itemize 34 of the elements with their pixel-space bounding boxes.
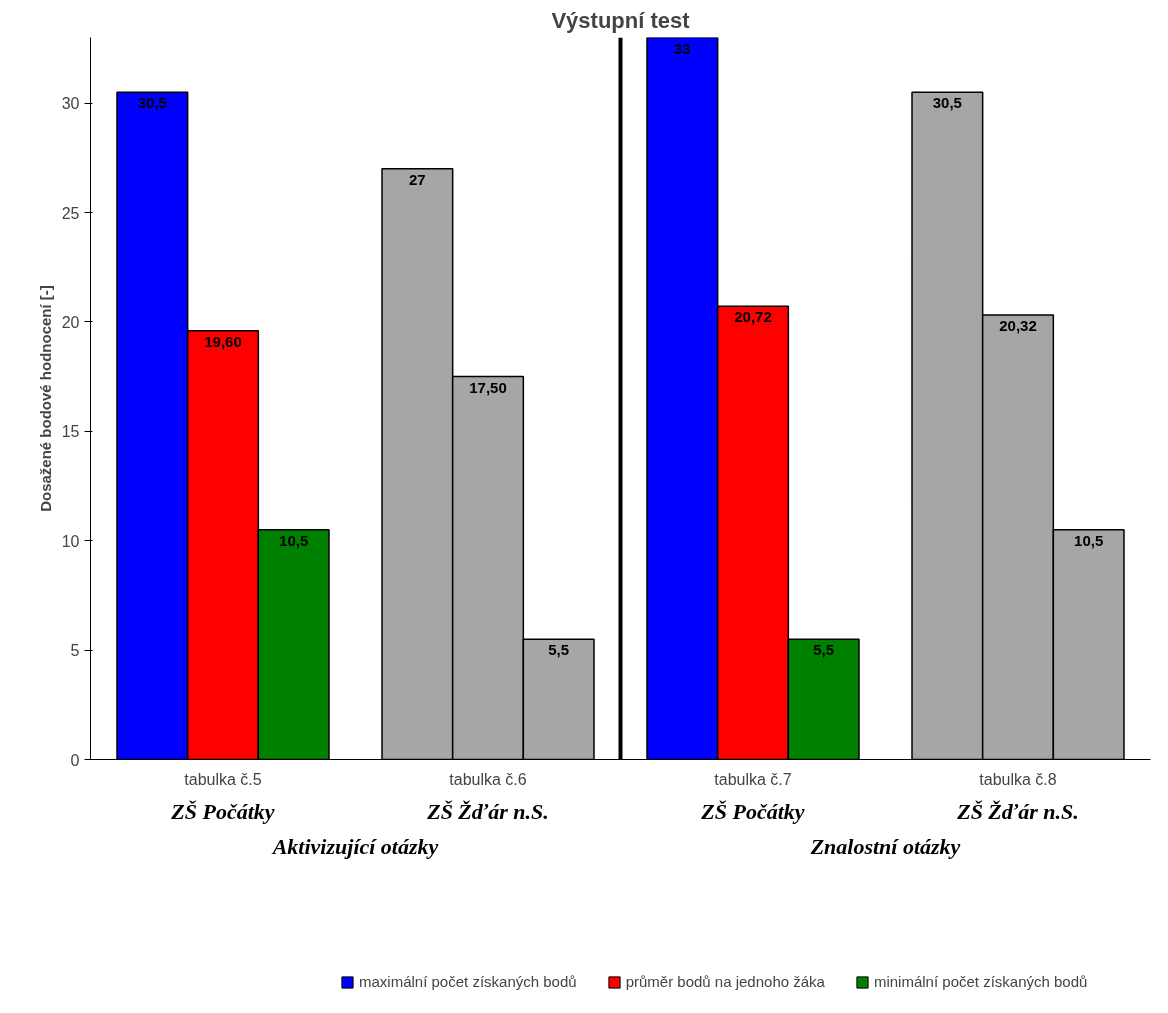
data-label: 20,32	[999, 316, 1037, 334]
data-label: 27	[408, 170, 426, 188]
data-label: 33	[673, 39, 691, 57]
legend-label: průměr bodů na jednoho žáka	[625, 973, 825, 990]
x-tick-label: tabulka č.7	[714, 770, 792, 788]
data-label: 5,5	[813, 641, 835, 659]
text: ZŠ Žďár n.S.	[426, 799, 549, 824]
text: ZŠ Žďár n.S.	[956, 799, 1079, 824]
x-tick-label: tabulka č.8	[979, 770, 1057, 788]
data-label: 17,50	[469, 378, 507, 396]
chart-title: Výstupní test	[551, 7, 691, 33]
data-label: 20,72	[734, 308, 772, 326]
x-tick-label: tabulka č.6	[449, 770, 527, 788]
data-label: 10,5	[1074, 531, 1104, 549]
text: ZŠ Počátky	[170, 799, 275, 824]
data-label: 10,5	[279, 531, 309, 549]
data-label: 19,60	[204, 332, 242, 350]
data-label: 30,5	[932, 94, 962, 112]
y-tick-label: 30	[61, 95, 80, 113]
y-tick-label: 25	[61, 204, 80, 222]
text: ZŠ Počátky	[700, 799, 805, 824]
y-tick-label: 15	[61, 423, 80, 441]
data-label: 5,5	[548, 641, 570, 659]
text: Znalostní otázky	[809, 834, 961, 859]
data-label: 30,5	[137, 94, 167, 112]
y-tick-label: 5	[70, 642, 80, 660]
legend-label: maximální počet získaných bodů	[359, 973, 577, 990]
text: Aktivizující otázky	[270, 834, 439, 859]
y-axis-title: Dosažené bodové hodnocení [-]	[36, 285, 54, 512]
x-tick-label: tabulka č.5	[184, 770, 262, 788]
y-tick-label: 10	[61, 532, 80, 550]
y-tick-label: 20	[61, 313, 80, 331]
y-tick-label: 0	[70, 751, 80, 769]
legend-label: minimální počet získaných bodů	[873, 973, 1088, 990]
